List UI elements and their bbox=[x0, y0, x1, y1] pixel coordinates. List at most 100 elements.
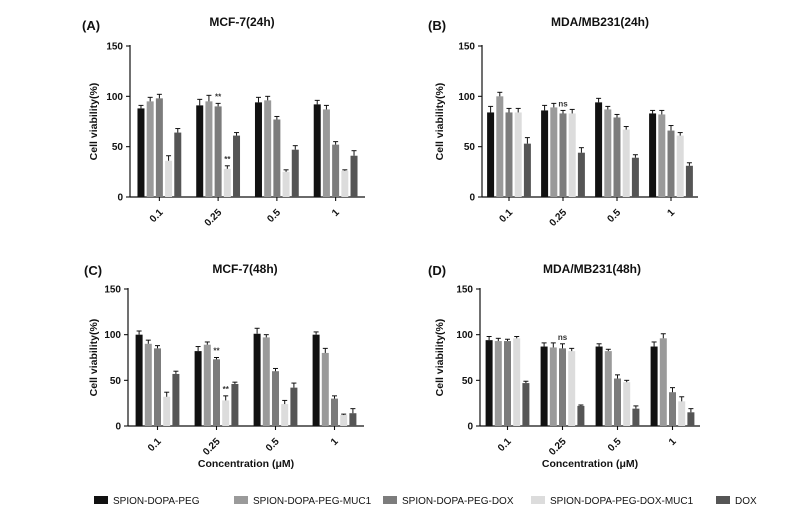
bar-spion-dopa-peg-dox-muc1 bbox=[678, 401, 686, 426]
bar-spion-dopa-peg bbox=[254, 102, 262, 197]
panels: (A) MCF-7(24h)Cell viability(%)0501001500… bbox=[82, 15, 700, 470]
bar-spion-dopa-peg bbox=[196, 105, 204, 197]
panel-label: (A) bbox=[82, 18, 100, 33]
bar-spion-dopa-peg-dox bbox=[331, 398, 338, 426]
bar-spion-dopa-peg-dox bbox=[154, 348, 161, 426]
bar-spion-dopa-peg bbox=[137, 108, 145, 197]
bar-spion-dopa-peg-dox-muc1 bbox=[165, 160, 173, 197]
panel-label: (C) bbox=[84, 263, 102, 278]
bar-spion-dopa-peg-dox bbox=[214, 106, 222, 197]
bar-spion-dopa-peg bbox=[194, 351, 202, 426]
y-tick-label: 50 bbox=[110, 376, 122, 387]
y-tick-label: 50 bbox=[464, 142, 476, 153]
bar-spion-dopa-peg-dox bbox=[504, 341, 511, 426]
bar-spion-dopa-peg-dox-muc1 bbox=[622, 129, 630, 197]
legend-item-dox: DOX bbox=[716, 496, 757, 507]
legend-item-spion-dopa-peg-dox-muc1: SPION-DOPA-PEG-DOX-MUC1 bbox=[531, 496, 694, 507]
chart-title: MCF-7(24h) bbox=[209, 15, 274, 29]
y-tick-label: 50 bbox=[462, 376, 474, 387]
x-tick-label: 0.5 bbox=[606, 207, 624, 225]
bar-spion-dopa-peg-muc1 bbox=[203, 344, 211, 426]
x-tick-label: 0.25 bbox=[201, 436, 223, 458]
bar-spion-dopa-peg bbox=[649, 113, 657, 197]
bar-spion-dopa-peg-dox bbox=[273, 119, 281, 197]
y-tick-label: 150 bbox=[456, 285, 473, 296]
legend-label: SPION-DOPA-PEG bbox=[113, 496, 200, 507]
bar-spion-dopa-peg-muc1 bbox=[262, 337, 270, 426]
bar-spion-dopa-peg bbox=[540, 346, 548, 426]
bar-spion-dopa-peg bbox=[541, 110, 549, 197]
bar-dox bbox=[231, 383, 239, 426]
significance-annotation: ns bbox=[558, 99, 568, 108]
bar-spion-dopa-peg-dox-muc1 bbox=[223, 168, 231, 197]
legend-swatch bbox=[94, 496, 108, 504]
x-tick-label: 1 bbox=[667, 436, 679, 448]
bar-spion-dopa-peg-muc1 bbox=[496, 96, 504, 197]
legend-item-spion-dopa-peg-muc1: SPION-DOPA-PEG-MUC1 bbox=[234, 496, 372, 507]
bar-spion-dopa-peg bbox=[253, 333, 261, 426]
x-tick-label: 0.25 bbox=[203, 207, 225, 229]
bar-spion-dopa-peg-muc1 bbox=[322, 109, 330, 197]
bar-spion-dopa-peg bbox=[312, 334, 320, 426]
x-tick-label: 0.1 bbox=[496, 436, 514, 454]
bar-dox bbox=[349, 413, 357, 426]
bar-spion-dopa-peg-dox-muc1 bbox=[163, 396, 171, 426]
bar-dox bbox=[631, 157, 639, 197]
y-tick-label: 100 bbox=[456, 330, 473, 341]
y-tick-label: 150 bbox=[458, 42, 475, 53]
bar-dox bbox=[290, 387, 298, 426]
bar-spion-dopa-peg-dox bbox=[505, 112, 513, 197]
bar-spion-dopa-peg-muc1 bbox=[494, 341, 502, 426]
panel-a: (A) MCF-7(24h) Cell viability(%) 0 50 100 150 0… bbox=[82, 15, 365, 229]
bar-spion-dopa-peg-dox bbox=[667, 130, 675, 197]
panel-d: (D) MDA/MB231(48h) Cell viability(%) 0 50 100… bbox=[428, 262, 700, 470]
legend: SPION-DOPA-PEG SPION-DOPA-PEG-MUC1 SPION-D… bbox=[94, 496, 757, 507]
x-tick-label: 0.1 bbox=[148, 207, 166, 225]
significance-annotation: ** bbox=[215, 92, 222, 101]
bar-spion-dopa-peg-dox bbox=[272, 371, 279, 426]
y-tick-label: 150 bbox=[104, 285, 121, 296]
significance-annotation: ns bbox=[558, 333, 568, 342]
y-axis-label: Cell viability(%) bbox=[88, 83, 100, 161]
x-tick-label: 0.5 bbox=[265, 207, 283, 225]
bar-spion-dopa-peg bbox=[595, 346, 603, 426]
y-axis-label: Cell viability(%) bbox=[434, 319, 446, 397]
y-tick-label: 0 bbox=[117, 193, 123, 204]
bar-spion-dopa-peg bbox=[650, 346, 658, 426]
legend-item-spion-dopa-peg-dox: SPION-DOPA-PEG-DOX bbox=[383, 496, 514, 507]
bar-spion-dopa-peg-muc1 bbox=[550, 107, 558, 197]
x-tick-label: 1 bbox=[665, 207, 677, 219]
y-tick-label: 0 bbox=[469, 193, 475, 204]
bar-spion-dopa-peg-muc1 bbox=[658, 114, 666, 197]
x-axis-label: Concentration (μM) bbox=[198, 458, 294, 470]
bar-dox bbox=[523, 143, 531, 197]
bar-spion-dopa-peg-dox bbox=[213, 359, 220, 426]
bar-spion-dopa-peg-dox-muc1 bbox=[513, 338, 521, 426]
bar-spion-dopa-peg-muc1 bbox=[146, 101, 154, 197]
bar-spion-dopa-peg-muc1 bbox=[205, 101, 213, 197]
significance-annotation: ** bbox=[224, 155, 231, 164]
bar-spion-dopa-peg-dox bbox=[613, 117, 621, 197]
y-tick-label: 50 bbox=[112, 142, 124, 153]
bar-spion-dopa-peg-muc1 bbox=[659, 338, 667, 426]
bar-spion-dopa-peg bbox=[487, 112, 495, 197]
chart-title: MCF-7(48h) bbox=[212, 262, 277, 276]
bar-spion-dopa-peg-dox-muc1 bbox=[341, 170, 349, 197]
x-tick-label: 0.1 bbox=[498, 207, 516, 225]
significance-annotation: ** bbox=[223, 385, 230, 394]
legend-label: SPION-DOPA-PEG-DOX bbox=[402, 496, 514, 507]
bar-spion-dopa-peg bbox=[595, 102, 603, 197]
chart-title: MDA/MB231(24h) bbox=[551, 15, 649, 29]
bar-spion-dopa-peg bbox=[135, 334, 143, 426]
panel-c: (C) MCF-7(48h) Cell viability(%) 0 50 100 150 0… bbox=[84, 262, 364, 470]
legend-swatch bbox=[234, 496, 248, 504]
bar-dox bbox=[174, 132, 182, 197]
bar-spion-dopa-peg-dox-muc1 bbox=[282, 171, 290, 197]
bar-spion-dopa-peg-dox-muc1 bbox=[514, 112, 522, 197]
y-tick-label: 150 bbox=[106, 42, 123, 53]
x-tick-label: 0.5 bbox=[606, 436, 624, 454]
legend-swatch bbox=[531, 496, 545, 504]
bar-spion-dopa-peg-dox-muc1 bbox=[568, 351, 576, 426]
y-tick-label: 100 bbox=[458, 92, 475, 103]
bar-spion-dopa-peg-dox-muc1 bbox=[340, 415, 348, 426]
